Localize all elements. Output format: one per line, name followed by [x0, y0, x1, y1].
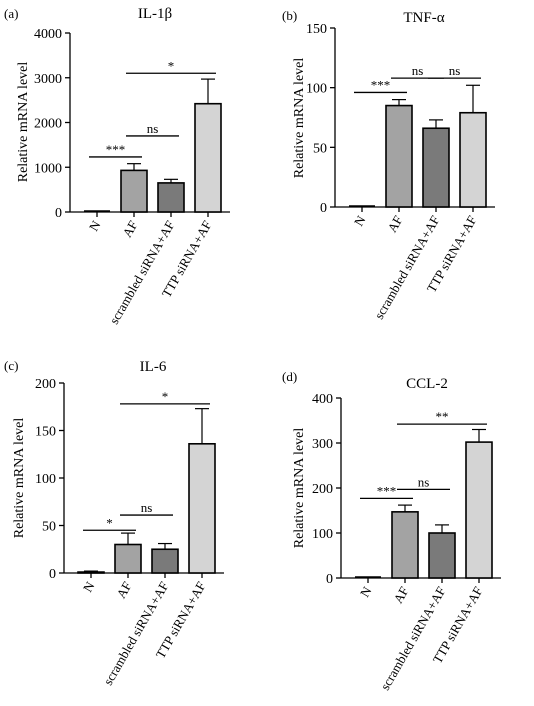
y-tick-label: 0	[326, 572, 333, 587]
bar-1	[385, 104, 413, 208]
y-tick-label: 200	[312, 482, 333, 497]
significance-label: **	[436, 409, 449, 424]
bar-1	[114, 543, 142, 574]
chart-title: IL-1β	[138, 6, 172, 22]
x-tick-label: scrambled siRNA+AF	[377, 584, 448, 693]
panel-label: (b)	[282, 8, 297, 23]
significance-label: ns	[449, 63, 461, 78]
y-tick-label: 4000	[34, 27, 62, 42]
chart-title: IL-6	[140, 359, 167, 375]
y-tick-label: 50	[313, 141, 327, 156]
significance-label: ***	[371, 77, 391, 92]
x-tick-label: AF	[390, 584, 411, 606]
x-tick-label: scrambled siRNA+AF	[100, 579, 171, 688]
chart-panel-1: (a) IL-1β 0 1000 2000 3000 4000 Relative mRNA l…	[4, 6, 230, 327]
y-tick-label: 0	[320, 201, 327, 216]
chart-panel-4: (d) CCL-2 0 100 200 300 400 Relative mRNA level…	[282, 369, 501, 693]
x-tick-label: AF	[384, 213, 405, 235]
significance-label: ns	[141, 500, 153, 515]
chart-panel-2: (b) TNF-α 0 50 100 150 Relative mRNA level N AFs…	[282, 8, 495, 322]
y-tick-label: 200	[35, 377, 56, 392]
panel-label: (a)	[4, 6, 18, 21]
y-axis-label: Relative mRNA level	[16, 62, 31, 183]
significance-label: ns	[147, 121, 159, 136]
y-tick-label: 3000	[34, 72, 62, 87]
bar-1	[391, 511, 419, 579]
y-tick-label: 300	[312, 437, 333, 452]
y-tick-label: 150	[306, 22, 327, 37]
significance-label: *	[168, 58, 175, 73]
x-tick-label: N	[80, 578, 98, 594]
y-tick-label: 2000	[34, 117, 62, 132]
y-tick-label: 100	[35, 472, 56, 487]
significance-label: ns	[418, 474, 430, 489]
bar-2	[151, 548, 179, 574]
x-tick-label: N	[351, 212, 369, 228]
y-tick-label: 50	[42, 520, 56, 535]
bar-3	[459, 111, 487, 208]
panel-label: (d)	[282, 369, 297, 384]
panel-label: (c)	[4, 358, 18, 373]
chart-panel-3: (c) IL-6 0 50 100 150 200 Relative mRNA level N A…	[4, 358, 224, 688]
y-tick-label: 100	[306, 82, 327, 97]
significance-label: *	[106, 515, 113, 530]
y-tick-label: 400	[312, 392, 333, 407]
bar-0	[77, 571, 105, 574]
y-tick-label: 1000	[34, 161, 62, 176]
y-tick-label: 150	[35, 425, 56, 440]
y-tick-label: 0	[55, 206, 62, 221]
bar-2	[157, 182, 185, 213]
x-tick-label: N	[86, 217, 104, 233]
y-axis-label: Relative mRNA level	[292, 428, 307, 549]
significance-label: ***	[377, 483, 397, 498]
x-tick-label: AF	[113, 579, 134, 601]
x-tick-label: scrambled siRNA+AF	[106, 218, 177, 327]
significance-label: ns	[412, 63, 424, 78]
y-axis-label: Relative mRNA level	[292, 58, 307, 179]
chart-title: TNF-α	[403, 10, 444, 26]
bar-2	[428, 532, 456, 579]
x-tick-label: N	[357, 583, 375, 599]
x-tick-label: AF	[119, 218, 140, 240]
bar-1	[120, 169, 148, 213]
significance-label: *	[162, 389, 169, 404]
y-tick-label: 0	[49, 567, 56, 582]
x-tick-label: scrambled siRNA+AF	[371, 213, 442, 322]
bar-3	[194, 102, 222, 213]
chart-title: CCL-2	[406, 376, 448, 392]
bar-3	[465, 441, 493, 579]
y-tick-label: 100	[312, 527, 333, 542]
bar-3	[188, 442, 216, 574]
y-axis-label: Relative mRNA level	[12, 418, 27, 539]
bar-2	[422, 127, 450, 208]
significance-label: ***	[106, 142, 126, 157]
